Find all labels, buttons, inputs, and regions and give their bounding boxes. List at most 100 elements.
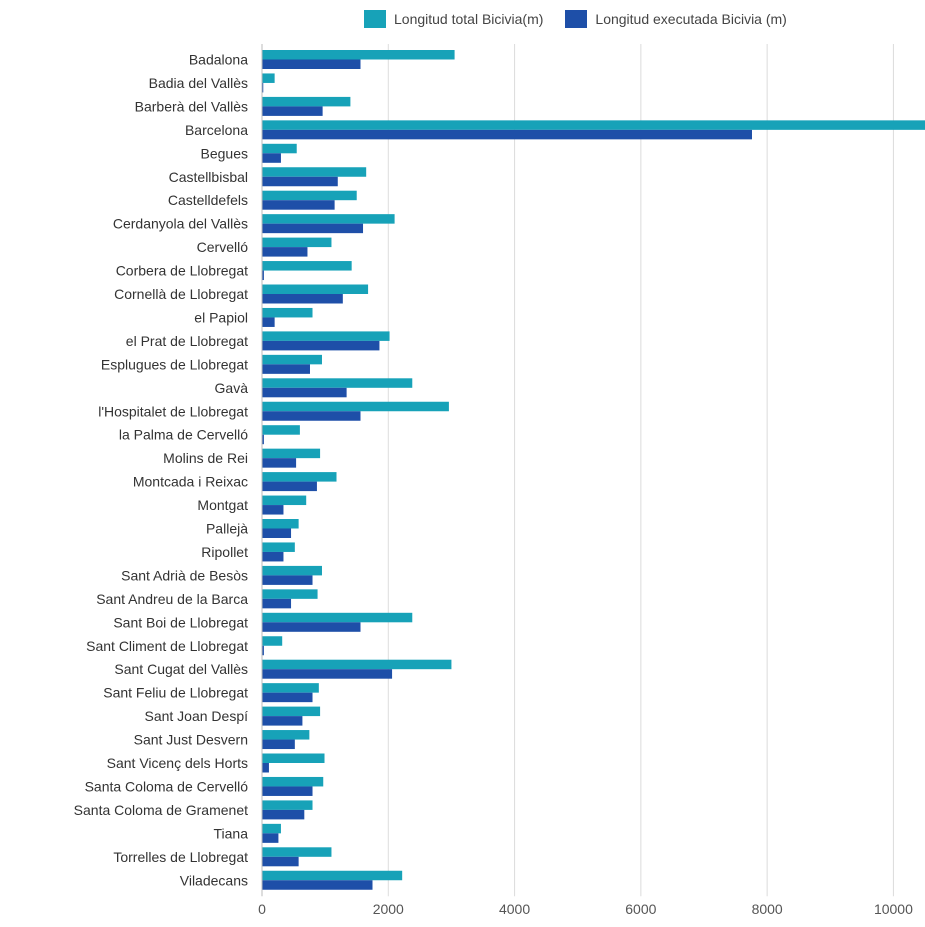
x-tick-label: 0 xyxy=(258,901,266,917)
category-label: Santa Coloma de Gramenet xyxy=(74,802,248,818)
bar-total xyxy=(262,870,403,881)
bar-executed xyxy=(262,598,292,609)
category-label: Sant Boi de Llobregat xyxy=(113,614,248,630)
category-label: Pallejà xyxy=(206,521,248,537)
category-label: Sant Cugat del Vallès xyxy=(114,661,248,677)
bar-executed xyxy=(262,317,275,327)
category-label: Barberà del Vallès xyxy=(135,98,248,114)
bar-total xyxy=(262,542,295,552)
bar-total xyxy=(262,823,281,834)
category-label: Badalona xyxy=(189,52,248,68)
legend-label-total: Longitud total Bicivia(m) xyxy=(394,11,544,27)
bar-total xyxy=(262,143,297,154)
bar-total xyxy=(262,730,310,740)
bar-total xyxy=(262,683,319,693)
category-label: el Papiol xyxy=(194,309,248,325)
category-label: Viladecans xyxy=(180,872,248,888)
category-label: Montcada i Reixac xyxy=(133,474,248,490)
bar-total xyxy=(262,378,413,388)
bar-executed xyxy=(262,200,335,210)
bar-executed xyxy=(262,505,284,515)
bar-total xyxy=(262,214,395,224)
bar-executed xyxy=(262,387,347,398)
bar-executed xyxy=(262,739,295,750)
bar-total xyxy=(262,167,367,177)
x-tick-label: 8000 xyxy=(752,901,783,917)
bar-total xyxy=(262,612,413,623)
bar-total xyxy=(262,800,313,810)
bar-executed xyxy=(262,223,364,234)
bar-executed xyxy=(262,833,279,843)
legend-swatch-executed xyxy=(565,10,588,28)
bar-executed xyxy=(262,364,310,374)
bar-total xyxy=(262,847,332,857)
bar-executed xyxy=(262,106,323,116)
legend-label-executed: Longitud executada Bicivia (m) xyxy=(595,11,787,27)
bar-executed xyxy=(262,340,380,351)
bar-total xyxy=(262,472,337,482)
bar-total xyxy=(262,589,318,599)
category-label: Molins de Rei xyxy=(163,450,248,466)
bar-executed xyxy=(262,270,264,281)
category-label: Ripollet xyxy=(201,544,248,560)
category-label: l'Hospitalet de Llobregat xyxy=(98,403,248,419)
category-label: Sant Climent de Llobregat xyxy=(86,638,248,654)
legend-item-executed: Longitud executada Bicivia (m) xyxy=(565,10,787,28)
bar-executed xyxy=(262,411,361,421)
bar-executed xyxy=(262,551,284,562)
category-label: Badia del Vallès xyxy=(149,75,248,91)
category-label: la Palma de Cervelló xyxy=(119,427,248,443)
category-label: Castellbisbal xyxy=(169,169,248,185)
category-label: Sant Adrià de Besòs xyxy=(121,567,248,583)
legend-swatch-total xyxy=(364,10,386,28)
category-label: Castelldefels xyxy=(168,192,248,208)
bar-total xyxy=(262,659,452,670)
bar-total xyxy=(262,96,351,107)
bar-total xyxy=(262,401,449,412)
bar-executed xyxy=(262,575,313,585)
bar-executed xyxy=(262,786,313,796)
bar-executed xyxy=(262,716,303,726)
bar-executed xyxy=(262,692,313,703)
bar-executed xyxy=(262,645,264,656)
category-label: Sant Just Desvern xyxy=(134,732,248,748)
category-label: Sant Feliu de Llobregat xyxy=(103,685,248,701)
bar-executed xyxy=(262,669,393,679)
bar-executed xyxy=(262,528,292,538)
bar-executed xyxy=(262,59,361,69)
bar-executed xyxy=(262,880,373,890)
bar-executed xyxy=(262,856,299,867)
bar-executed xyxy=(262,294,343,304)
bar-total xyxy=(262,73,275,83)
bar-executed xyxy=(262,622,361,632)
category-label: Esplugues de Llobregat xyxy=(101,356,248,372)
x-tick-label: 6000 xyxy=(625,901,656,917)
bar-executed xyxy=(262,481,317,492)
bar-executed xyxy=(262,763,269,773)
category-label: Begues xyxy=(201,145,248,161)
bar-executed xyxy=(262,153,281,163)
bar-total xyxy=(262,190,357,201)
legend-item-total: Longitud total Bicivia(m) xyxy=(364,10,543,28)
bar-total xyxy=(262,636,283,646)
bar-total xyxy=(262,776,324,787)
category-label: el Prat de Llobregat xyxy=(126,333,248,349)
category-label: Tiana xyxy=(213,825,248,841)
x-tick-label: 4000 xyxy=(499,901,530,917)
bar-total xyxy=(262,50,455,60)
bar-total xyxy=(262,331,390,341)
category-label: Santa Coloma de Cervelló xyxy=(85,778,249,794)
bar-total xyxy=(262,120,925,130)
category-label: Sant Joan Despí xyxy=(144,708,248,724)
bar-total xyxy=(262,565,322,576)
bar-executed xyxy=(262,129,752,140)
bar-executed xyxy=(262,458,297,468)
bar-executed xyxy=(262,434,264,445)
category-label: Barcelona xyxy=(185,122,248,138)
category-label: Cornellà de Llobregat xyxy=(114,286,248,302)
category-label: Torrelles de Llobregat xyxy=(113,849,248,865)
bar-executed xyxy=(262,247,308,257)
bar-total xyxy=(262,307,313,318)
x-tick-label: 10000 xyxy=(874,901,913,917)
